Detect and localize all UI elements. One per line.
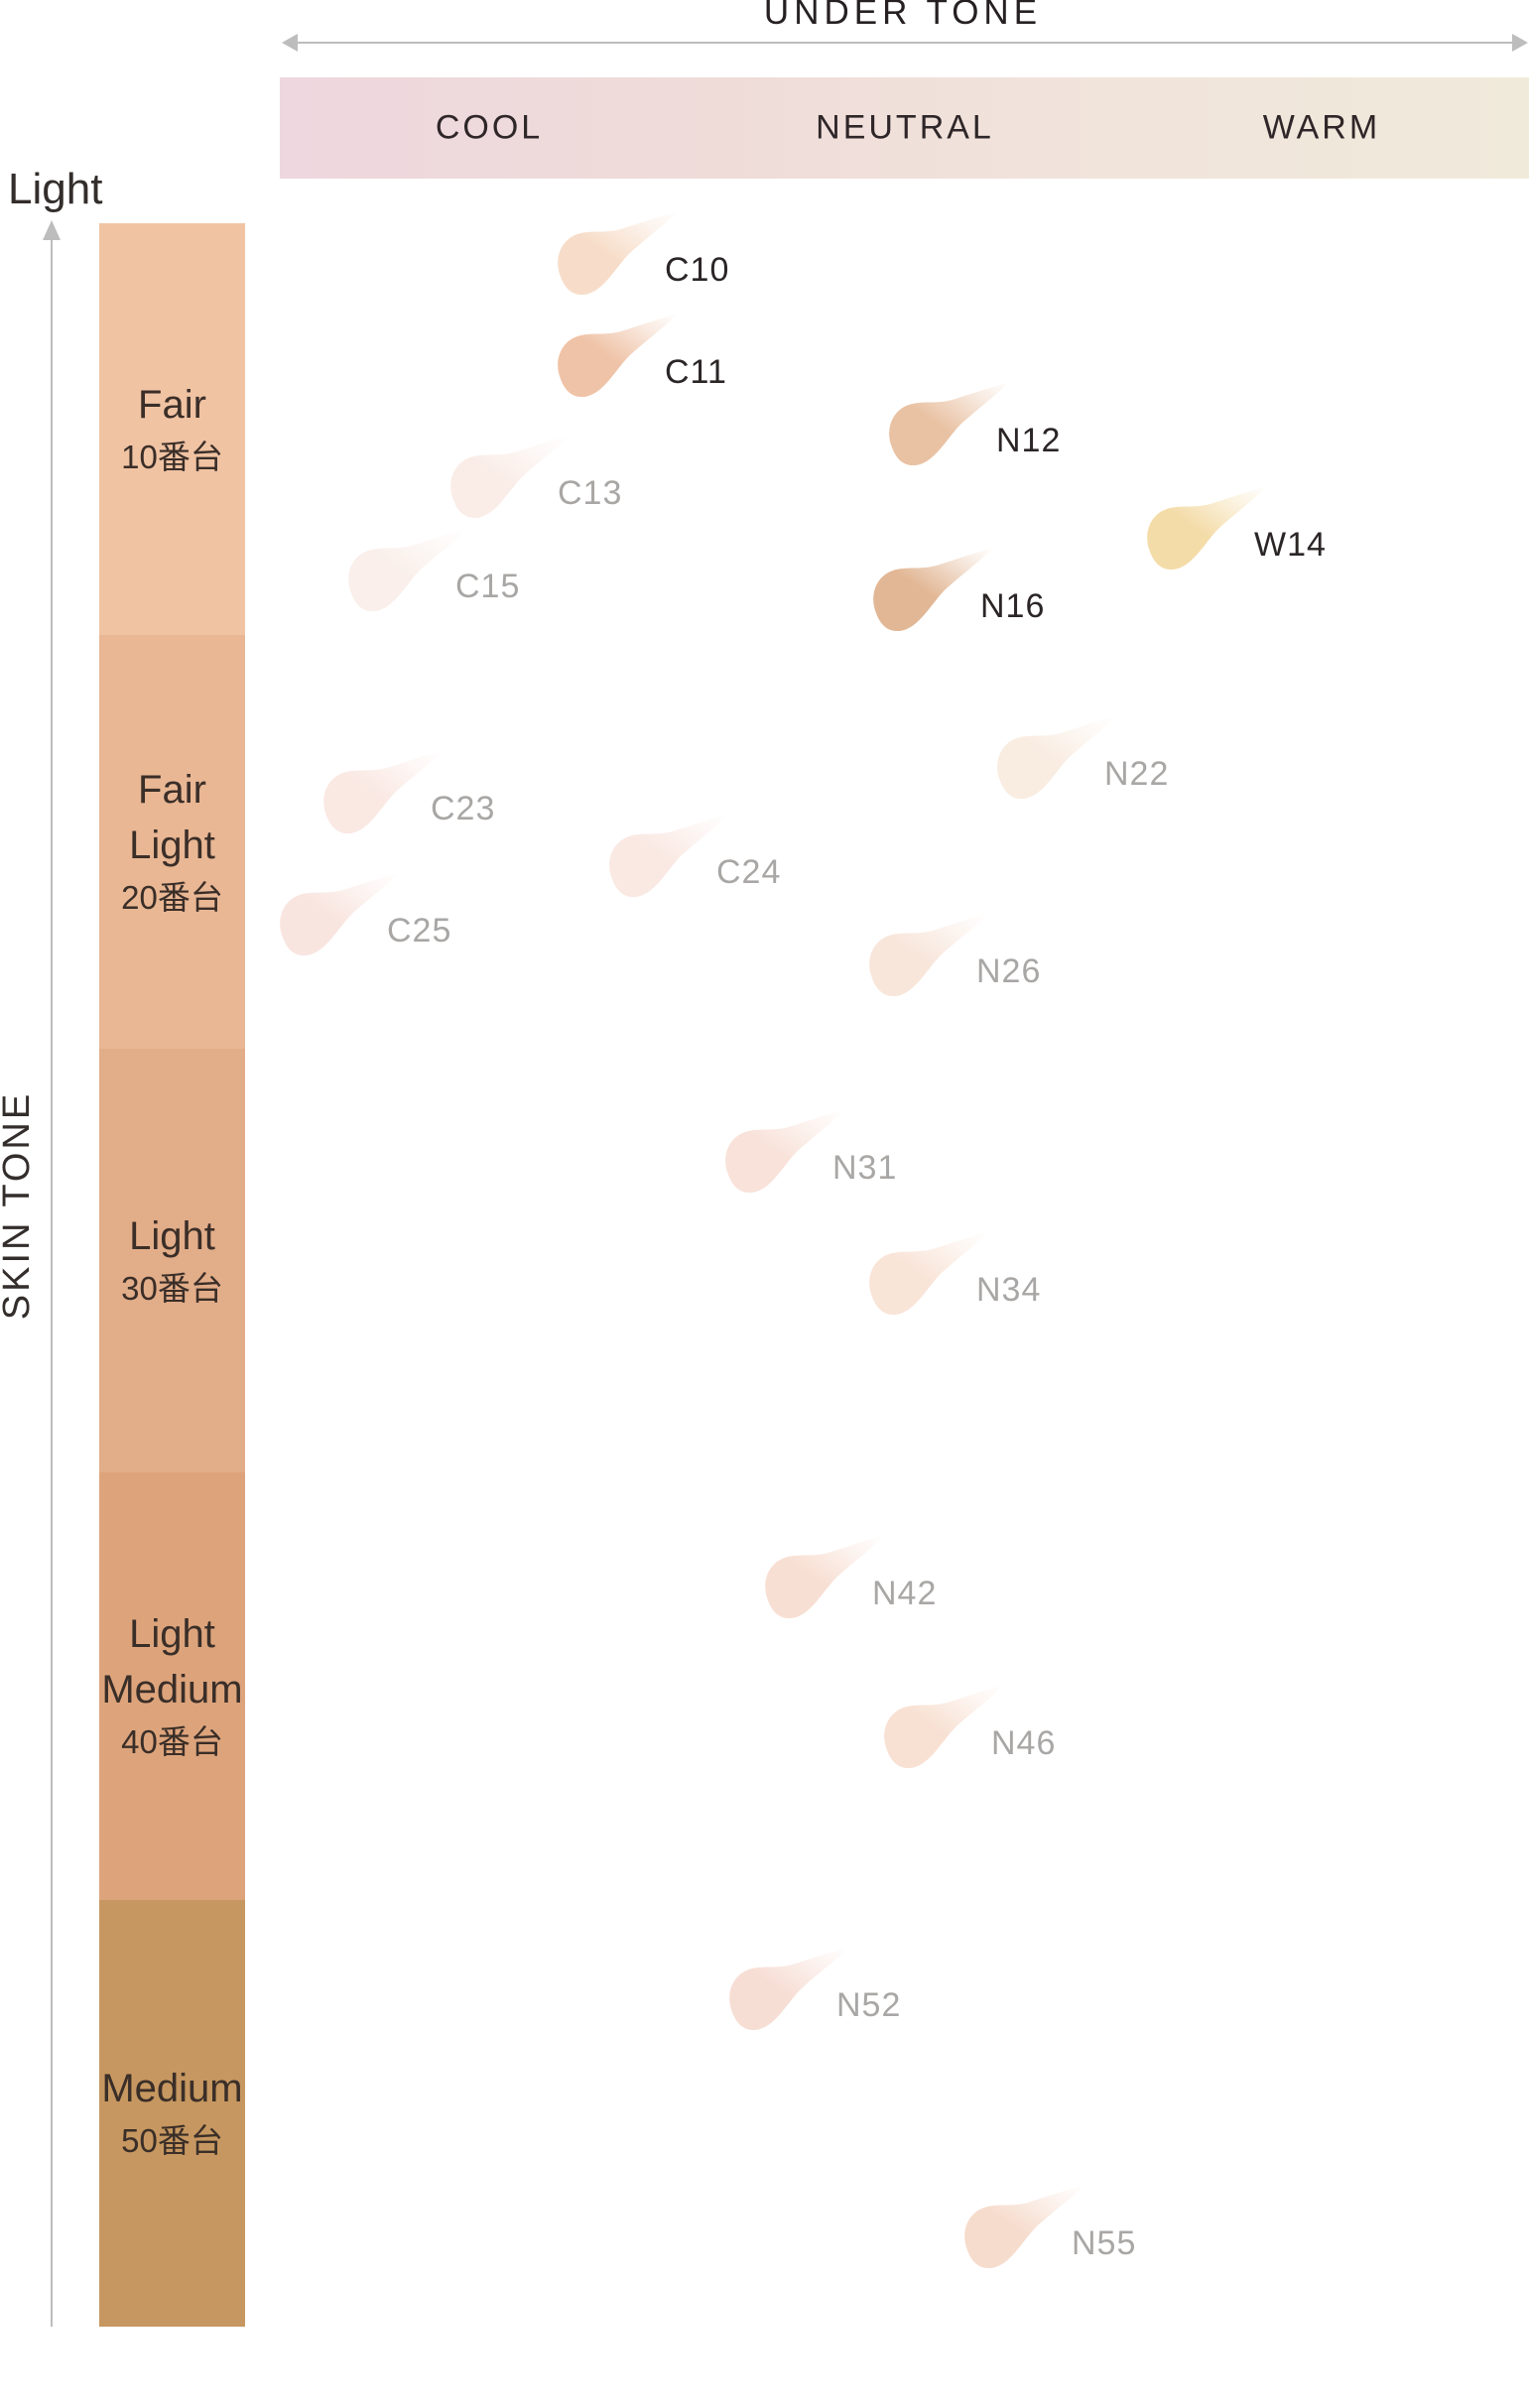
skin-tone-axis-top-label: Light [8,165,103,213]
undertone-label-neutral: NEUTRAL [816,108,994,147]
skin-tone-section-label: Fair [138,382,206,427]
shade-label-c15: C15 [455,568,521,605]
shade-label-c25: C25 [387,912,452,950]
skin-tone-section-label: 30番台 [121,1269,223,1307]
shade-smear-n46 [884,1685,1004,1769]
shade-label-n26: N26 [976,952,1042,990]
shade-smear-n34 [869,1231,989,1316]
skin-tone-section-label: Light [129,1213,215,1258]
shade-label-c24: C24 [716,853,782,891]
skin-tone-section-label: Medium [101,2067,243,2110]
skin-tone-section-label: 10番台 [121,438,223,475]
shade-smear-c13 [450,435,571,519]
shade-label-c13: C13 [558,474,623,512]
skin-tone-section-medium: Medium 50番台 [99,1900,245,2327]
shade-smear-c11 [558,314,678,398]
skin-tone-arrowhead-up-icon [43,220,61,240]
shade-smear-n52 [729,1947,849,2031]
shade-smear-n42 [765,1535,885,1619]
shade-smear-c24 [609,814,729,898]
skin-tone-section-label: Light [129,1611,215,1656]
shade-label-n22: N22 [1104,755,1170,793]
skin-tone-section-fair: Fair Light 20番台 [99,635,245,1049]
shade-smear-n16 [873,548,993,632]
skin-tone-section-label: Fair [138,767,206,812]
skin-tone-section-label: 40番台 [121,1722,223,1760]
shade-label-n12: N12 [996,422,1062,459]
skin-tone-section-light: Light Medium 40番台 [99,1472,245,1900]
shade-smear-n26 [869,913,989,997]
shade-label-n42: N42 [872,1575,938,1612]
shade-label-c23: C23 [431,790,496,827]
skin-tone-section-label: Light [129,823,215,867]
skin-tone-section-label: 20番台 [121,878,223,916]
skin-tone-section-label: 50番台 [121,2122,223,2159]
skin-tone-section-light: Light 30番台 [99,1049,245,1472]
shade-label-n16: N16 [980,587,1046,625]
undertone-arrowhead-left-icon [282,34,298,52]
undertone-gradient-bar: COOL NEUTRAL WARM [280,77,1529,179]
shade-label-w14: W14 [1254,526,1327,564]
skin-tone-section-label: Medium [101,1667,243,1711]
shade-smear-w14 [1147,486,1267,570]
skin-tone-axis-arrow [51,238,53,2327]
shade-smear-n22 [997,715,1117,800]
undertone-arrowhead-right-icon [1512,34,1528,52]
shade-smear-c15 [348,528,468,612]
skin-tone-section-fair: Fair 10番台 [99,223,245,635]
shade-label-c11: C11 [665,353,727,391]
undertone-label-cool: COOL [435,108,544,147]
skin-tone-axis-title: SKIN TONE [0,1090,38,1321]
shade-smear-n55 [964,2185,1084,2269]
undertone-axis-title: UNDER TONE [763,0,1043,32]
shade-smear-c10 [558,211,678,296]
shade-label-n52: N52 [836,1986,902,2024]
shade-label-n31: N31 [832,1149,898,1187]
undertone-label-warm: WARM [1262,108,1381,147]
shade-label-n46: N46 [991,1724,1057,1762]
shade-label-c10: C10 [665,251,730,289]
shade-smear-n12 [889,382,1009,466]
shade-label-n55: N55 [1072,2224,1137,2262]
shade-smear-c25 [280,872,400,956]
shade-label-n34: N34 [976,1271,1042,1309]
shade-smear-c23 [323,750,444,834]
shade-smear-n31 [725,1109,845,1194]
undertone-axis-arrow [294,42,1516,44]
